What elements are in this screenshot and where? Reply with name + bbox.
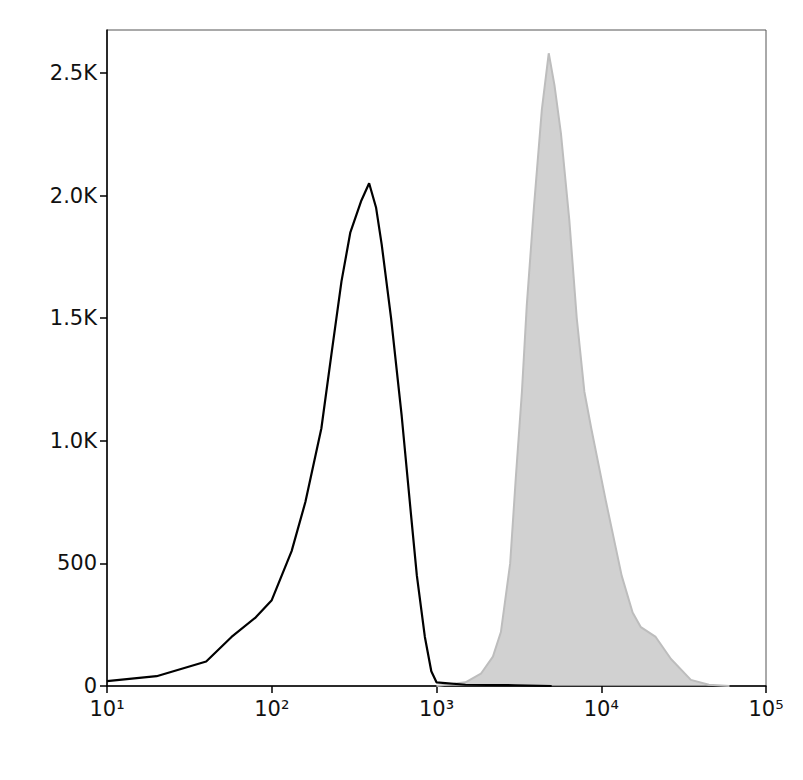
svg-text:0: 0 [84, 674, 97, 698]
svg-text:2.5K: 2.5K [50, 61, 98, 85]
svg-text:1.5K: 1.5K [50, 306, 98, 330]
svg-text:10²: 10² [254, 697, 289, 721]
svg-text:10¹: 10¹ [89, 697, 124, 721]
svg-text:500: 500 [57, 551, 97, 575]
svg-text:2.0K: 2.0K [50, 184, 98, 208]
svg-text:1.0K: 1.0K [50, 429, 98, 453]
svg-text:10⁵: 10⁵ [748, 697, 783, 721]
svg-text:10⁴: 10⁴ [584, 697, 619, 721]
svg-text:10³: 10³ [419, 697, 454, 721]
